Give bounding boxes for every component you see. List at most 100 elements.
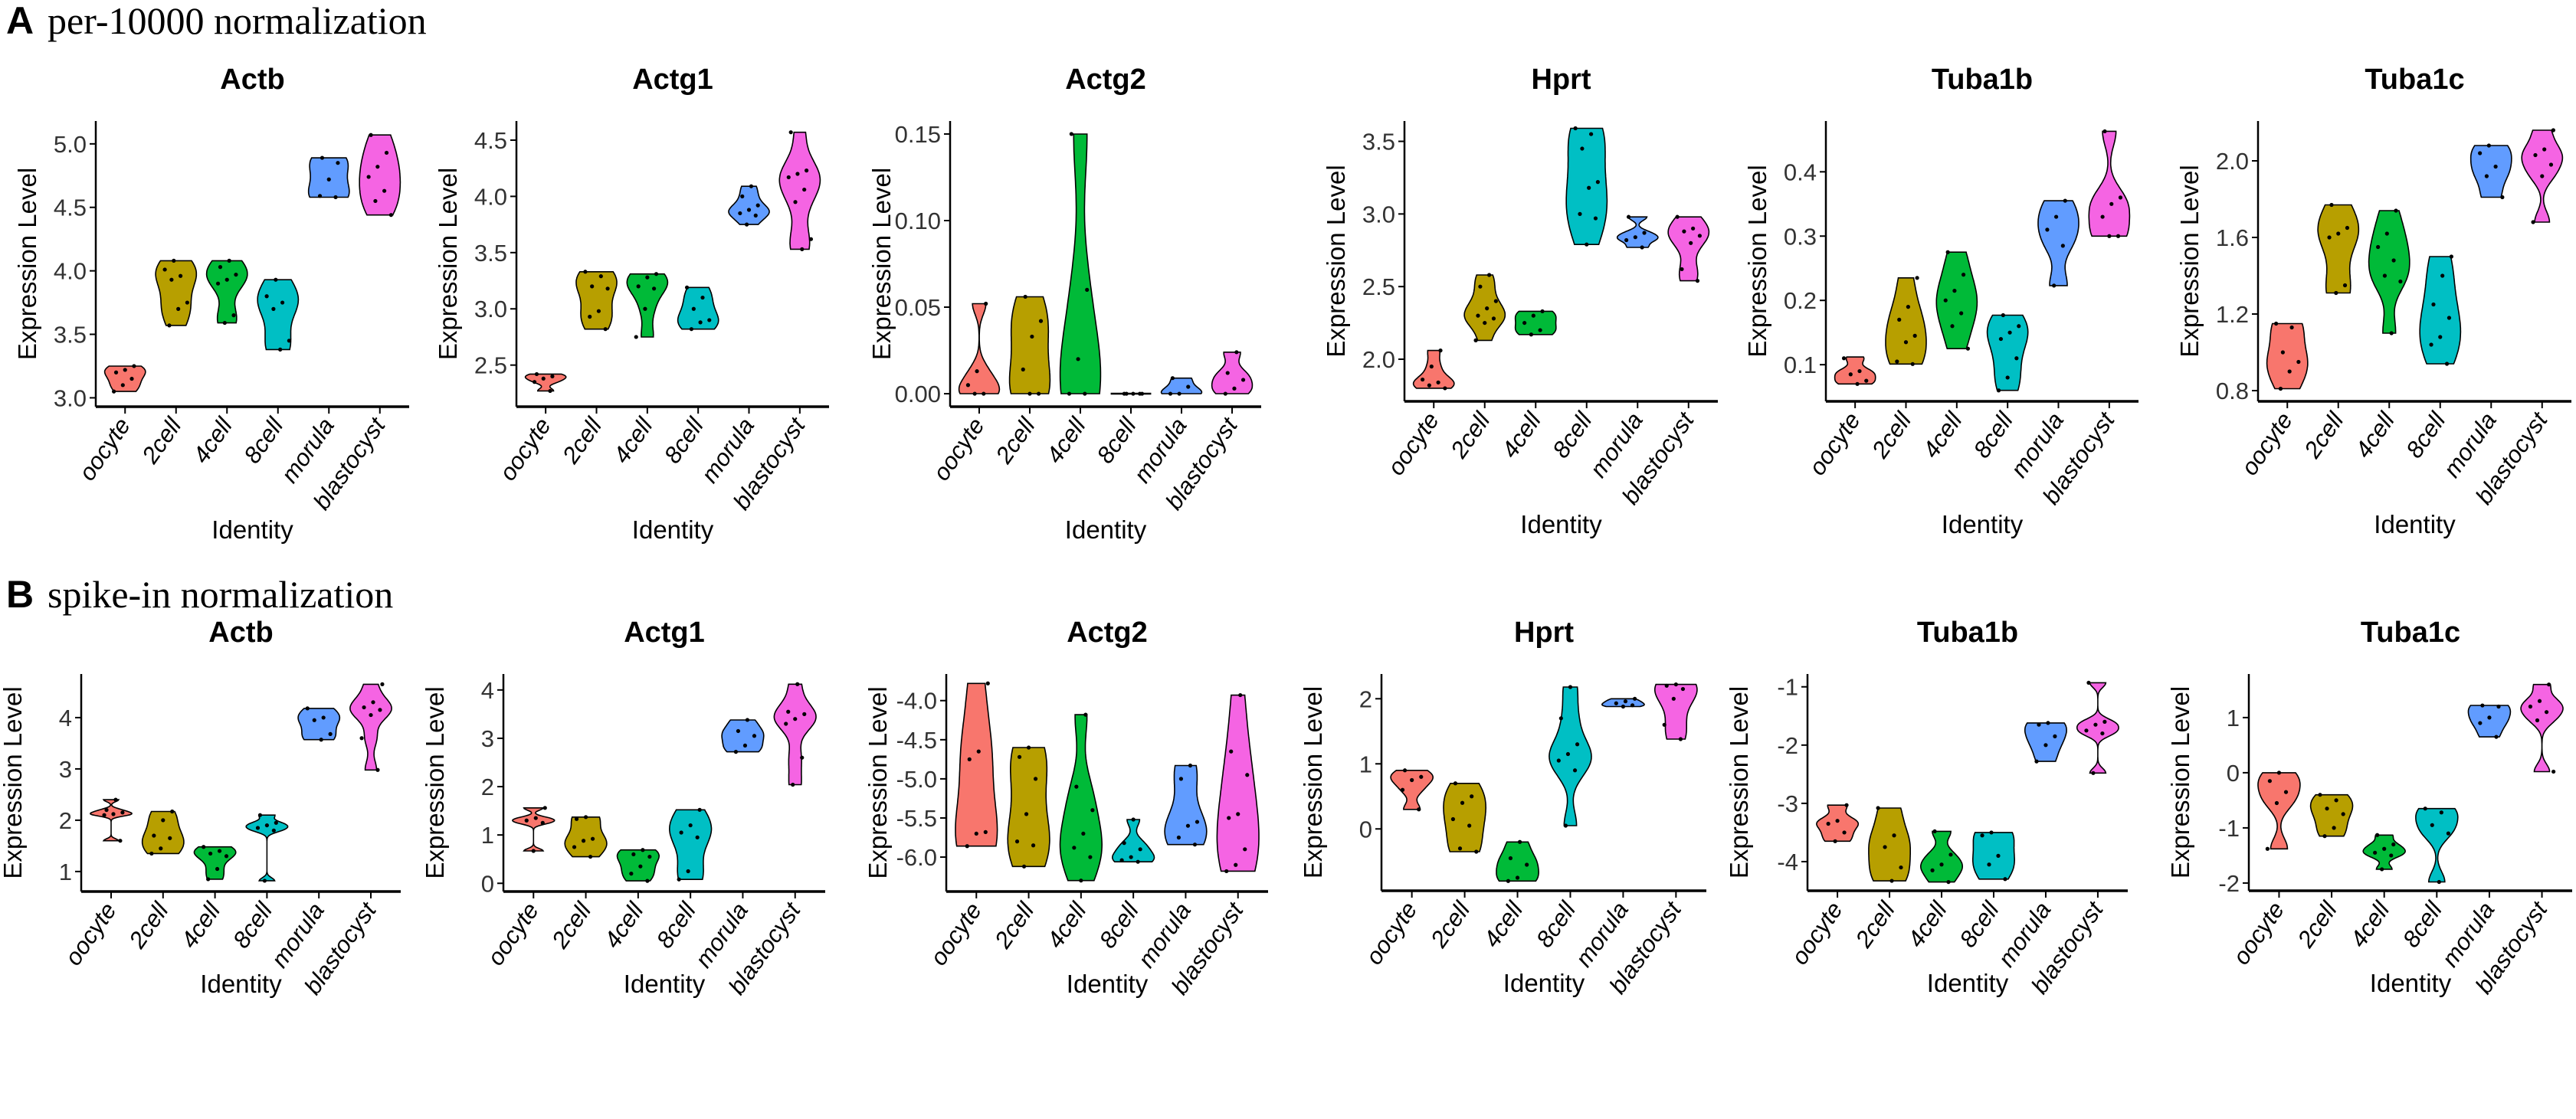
section-b-label: spike-in normalization <box>48 573 393 616</box>
violin-blastocyst <box>349 683 392 771</box>
data-point <box>2332 826 2336 830</box>
data-point <box>113 797 118 802</box>
data-point <box>1565 751 1571 757</box>
panel-title: Actg1 <box>624 617 705 649</box>
violin-8cell <box>2415 807 2459 883</box>
y-tick-label: 1.2 <box>2216 301 2249 328</box>
data-point <box>752 734 757 738</box>
y-axis-label: Expression Level <box>1322 165 1350 357</box>
data-point <box>1932 829 1937 834</box>
data-point <box>590 836 595 841</box>
data-point <box>1083 712 1088 717</box>
data-point <box>1515 875 1520 880</box>
violin-2cell <box>2309 793 2354 837</box>
data-point <box>1682 229 1686 234</box>
data-point <box>2528 704 2533 709</box>
data-point <box>2478 151 2483 155</box>
data-point <box>2537 699 2542 703</box>
data-point <box>2493 164 2498 169</box>
data-point <box>2391 258 2396 263</box>
x-tick-label-8cell: 8cell <box>2401 407 2451 463</box>
y-tick-label: 2 <box>1359 685 1372 712</box>
data-point <box>1245 773 1250 777</box>
section-a-letter: A <box>6 0 34 42</box>
y-tick-label: 3.5 <box>474 240 507 267</box>
data-point <box>805 169 809 173</box>
violin-panel-b-hprt: Hprt 0 1 2 Expression Level oocyte 2cell 4cell 8… <box>1299 617 1706 999</box>
data-point <box>1224 869 1229 874</box>
data-point <box>2100 731 2105 736</box>
data-point <box>1587 185 1591 190</box>
data-point <box>2487 715 2492 720</box>
data-point <box>651 286 657 291</box>
y-tick-label: 1 <box>1359 751 1372 777</box>
data-point <box>2389 331 2394 335</box>
y-tick-label: 3.5 <box>54 322 87 348</box>
data-point <box>2531 220 2535 224</box>
y-tick-label: -4.0 <box>896 688 937 715</box>
data-point <box>1517 839 1522 844</box>
y-axis-label: Expression Level <box>1743 165 1771 357</box>
data-point <box>1899 865 1903 870</box>
data-point <box>2045 227 2050 232</box>
data-point <box>104 807 109 813</box>
x-tick-label-4cell: 4cell <box>1478 896 1529 952</box>
data-point <box>362 705 366 710</box>
x-tick-label-oocyte: oocyte <box>1786 897 1848 970</box>
data-point <box>1912 333 1917 338</box>
data-point <box>985 681 990 685</box>
data-point <box>1036 391 1041 396</box>
data-point <box>1522 320 1527 326</box>
data-point <box>1178 777 1184 781</box>
x-axis-label: Identity <box>200 970 282 998</box>
data-point <box>168 836 172 840</box>
data-point <box>112 389 116 394</box>
data-point <box>120 810 125 815</box>
data-point <box>2494 735 2499 739</box>
data-point <box>1573 126 1578 131</box>
data-point <box>1633 235 1637 240</box>
data-point <box>965 383 971 388</box>
data-point <box>1540 309 1545 314</box>
x-tick-label-2cell: 2cell <box>546 897 596 954</box>
violin-2cell <box>155 260 198 326</box>
data-point <box>264 823 270 828</box>
data-point <box>2034 759 2039 764</box>
data-point <box>786 709 791 714</box>
data-point <box>1578 211 1582 216</box>
data-point <box>689 327 694 332</box>
data-point <box>2540 174 2545 178</box>
data-point <box>2384 231 2389 236</box>
violin-panel-a-actg1: Actg1 2.5 3.0 3.5 4.0 4.5 Expression Level oocy… <box>434 64 829 544</box>
data-point <box>2102 719 2107 724</box>
data-point <box>1227 816 1231 820</box>
data-point <box>641 848 645 852</box>
y-tick-label: 4.5 <box>54 195 87 221</box>
data-point <box>1841 356 1847 361</box>
data-point <box>328 731 333 736</box>
data-point <box>227 258 231 263</box>
data-point <box>2437 879 2441 885</box>
data-point <box>1595 180 1600 185</box>
data-point <box>2283 790 2289 794</box>
data-point <box>1026 745 1031 750</box>
violin-morula <box>721 719 765 753</box>
x-tick-label-4cell: 4cell <box>2345 896 2395 952</box>
violin-panel-a-actb: Actb 3.0 3.5 4.0 4.5 5.0 Expression Level oocyt… <box>13 64 409 544</box>
x-tick-label-oocyte: oocyte <box>2227 897 2289 970</box>
panel-title: Tuba1c <box>2361 617 2460 649</box>
y-tick-label: -4.5 <box>896 727 937 754</box>
data-point <box>1467 823 1472 828</box>
panel-title: Actg2 <box>1067 617 1148 649</box>
y-axis-label: Expression Level <box>867 168 896 360</box>
data-point <box>1680 267 1684 272</box>
data-point <box>2053 214 2059 219</box>
data-point <box>2431 302 2436 307</box>
data-point <box>1136 859 1140 864</box>
y-axis-label: Expression Level <box>2175 165 2204 357</box>
data-point <box>1088 855 1093 859</box>
y-tick-label: 2.5 <box>474 352 507 379</box>
violin-morula <box>1160 377 1203 394</box>
data-point <box>2439 810 2443 815</box>
data-point <box>795 172 800 176</box>
